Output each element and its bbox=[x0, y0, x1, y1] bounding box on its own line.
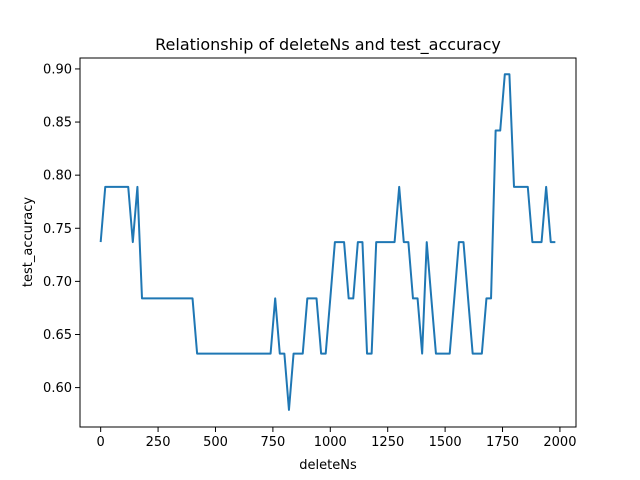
x-tick-label: 1500 bbox=[429, 435, 462, 450]
x-axis-label: deleteNs bbox=[299, 458, 357, 473]
x-tick-label: 1750 bbox=[486, 435, 519, 450]
series-line-0 bbox=[99, 73, 556, 411]
y-tick-label: 0.90 bbox=[43, 62, 72, 77]
y-tick-label: 0.75 bbox=[43, 222, 72, 237]
x-tick-label: 250 bbox=[146, 435, 171, 450]
x-tick-label: 0 bbox=[97, 435, 105, 450]
x-tick-label: 1250 bbox=[371, 435, 404, 450]
y-tick-label: 0.60 bbox=[43, 381, 72, 396]
y-tick-label: 0.85 bbox=[43, 116, 72, 131]
x-tick-label: 1000 bbox=[314, 435, 347, 450]
x-tick-label: 500 bbox=[203, 435, 228, 450]
x-tick-label: 750 bbox=[260, 435, 285, 450]
y-axis-ticks: 0.60 0.65 0.70 0.75 0.80 0.85 0.90 bbox=[43, 62, 80, 396]
chart-title: Relationship of deleteNs and test_accura… bbox=[155, 35, 501, 55]
x-tick-label: 2000 bbox=[543, 435, 576, 450]
series-layer bbox=[99, 73, 556, 411]
x-axis-ticks: 0 250 500 750 1000 1250 1500 1750 2000 bbox=[97, 427, 576, 450]
y-tick-label: 0.80 bbox=[43, 169, 72, 184]
y-tick-label: 0.65 bbox=[43, 328, 72, 343]
y-axis-label: test_accuracy bbox=[21, 197, 36, 287]
y-tick-label: 0.70 bbox=[43, 275, 72, 290]
